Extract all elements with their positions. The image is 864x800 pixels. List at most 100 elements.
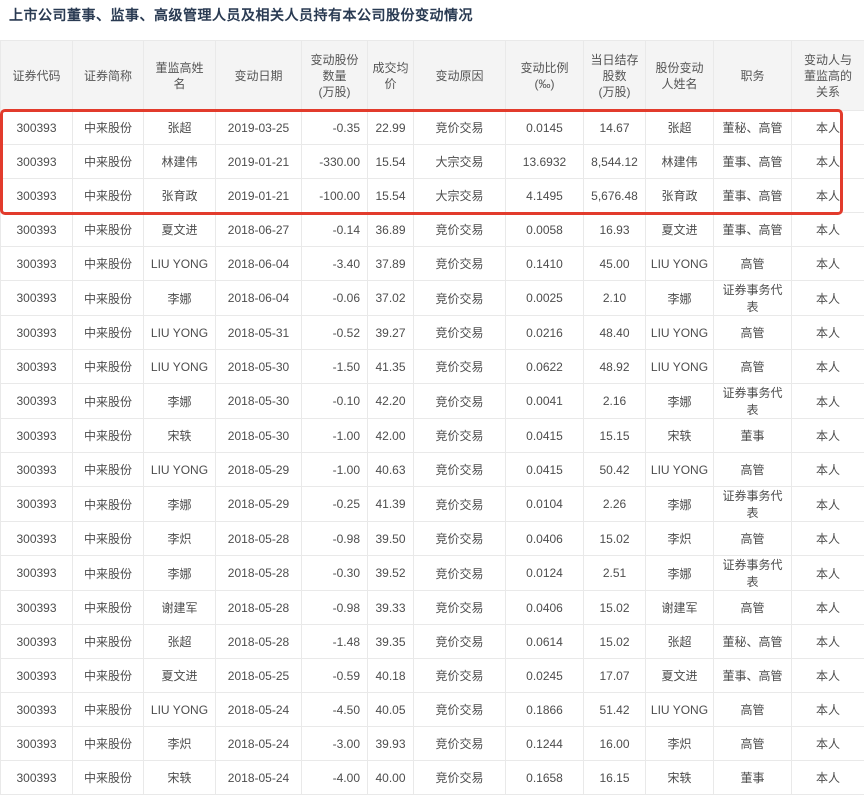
holdings-table-container: 证券代码 证券简称 董监高姓 名变动日期 变动股份 数量 (万股) 成交均 价变动原因变… xyxy=(0,40,864,795)
table-row: 300393 中来股份 李炽 2018-05-28 -0.98 39.50 竞价交易 0.04… xyxy=(0,521,864,556)
cell-changer_name: 夏文进 xyxy=(645,212,714,247)
cell-change_date: 2018-05-30 xyxy=(215,383,302,419)
cell-short_name: 中来股份 xyxy=(72,692,144,727)
cell-position: 董事 xyxy=(713,760,792,795)
cell-insider_name: 李炽 xyxy=(143,521,216,556)
cell-avg_price: 42.20 xyxy=(367,383,414,419)
cell-short_name: 中来股份 xyxy=(72,280,144,316)
cell-change_date: 2018-05-31 xyxy=(215,315,302,350)
cell-position: 董事、高管 xyxy=(713,178,792,213)
cell-change_shares: -0.98 xyxy=(301,521,368,556)
cell-code: 300393 xyxy=(0,383,73,419)
cell-reason: 竞价交易 xyxy=(413,486,506,522)
cell-insider_name: 谢建军 xyxy=(143,590,216,625)
cell-short_name: 中来股份 xyxy=(72,486,144,522)
cell-insider_name: 林建伟 xyxy=(143,144,216,179)
cell-relation: 本人 xyxy=(791,486,864,522)
cell-changer_name: LIU YONG xyxy=(645,315,714,350)
cell-reason: 竞价交易 xyxy=(413,590,506,625)
cell-relation: 本人 xyxy=(791,315,864,350)
cell-code: 300393 xyxy=(0,246,73,281)
cell-remaining_shares: 2.16 xyxy=(583,383,646,419)
cell-changer_name: 张超 xyxy=(645,624,714,659)
cell-change_ratio: 0.0216 xyxy=(505,315,584,350)
cell-change_shares: -330.00 xyxy=(301,144,368,179)
cell-remaining_shares: 51.42 xyxy=(583,692,646,727)
table-row-highlighted: 300393 中来股份 张超 2019-03-25 -0.35 22.99 竞价交易 0.01… xyxy=(0,110,864,145)
column-header-code: 证券代码 xyxy=(0,40,73,111)
cell-change_ratio: 0.0406 xyxy=(505,590,584,625)
cell-relation: 本人 xyxy=(791,418,864,453)
cell-remaining_shares: 17.07 xyxy=(583,658,646,693)
cell-avg_price: 36.89 xyxy=(367,212,414,247)
cell-change_date: 2018-05-25 xyxy=(215,658,302,693)
cell-relation: 本人 xyxy=(791,760,864,795)
cell-relation: 本人 xyxy=(791,144,864,179)
cell-change_ratio: 0.1244 xyxy=(505,726,584,761)
cell-change_ratio: 0.0058 xyxy=(505,212,584,247)
cell-code: 300393 xyxy=(0,349,73,384)
table-row-highlighted: 300393 中来股份 张育政 2019-01-21 -100.00 15.54 大宗交易 4… xyxy=(0,178,864,213)
table-header: 证券代码 证券简称 董监高姓 名变动日期 变动股份 数量 (万股) 成交均 价变动原因变… xyxy=(0,40,864,111)
cell-change_date: 2018-06-04 xyxy=(215,280,302,316)
cell-reason: 大宗交易 xyxy=(413,178,506,213)
cell-change_date: 2018-05-28 xyxy=(215,555,302,591)
cell-change_ratio: 0.1866 xyxy=(505,692,584,727)
cell-avg_price: 39.33 xyxy=(367,590,414,625)
cell-reason: 竞价交易 xyxy=(413,726,506,761)
cell-code: 300393 xyxy=(0,760,73,795)
cell-change_date: 2018-05-24 xyxy=(215,760,302,795)
cell-position: 高管 xyxy=(713,315,792,350)
cell-position: 高管 xyxy=(713,692,792,727)
cell-change_date: 2018-05-28 xyxy=(215,590,302,625)
cell-change_date: 2018-05-29 xyxy=(215,452,302,487)
cell-relation: 本人 xyxy=(791,110,864,145)
column-header-insider_name: 董监高姓 名 xyxy=(143,40,216,111)
cell-insider_name: 张育政 xyxy=(143,178,216,213)
cell-code: 300393 xyxy=(0,692,73,727)
cell-remaining_shares: 5,676.48 xyxy=(583,178,646,213)
cell-insider_name: 张超 xyxy=(143,624,216,659)
cell-changer_name: 谢建军 xyxy=(645,590,714,625)
cell-changer_name: LIU YONG xyxy=(645,246,714,281)
cell-position: 高管 xyxy=(713,590,792,625)
table-body: 300393 中来股份 张超 2019-03-25 -0.35 22.99 竞价交易 0.01… xyxy=(0,110,864,795)
cell-short_name: 中来股份 xyxy=(72,418,144,453)
cell-code: 300393 xyxy=(0,178,73,213)
cell-code: 300393 xyxy=(0,452,73,487)
cell-avg_price: 39.35 xyxy=(367,624,414,659)
cell-code: 300393 xyxy=(0,144,73,179)
cell-code: 300393 xyxy=(0,624,73,659)
cell-change_date: 2018-05-28 xyxy=(215,521,302,556)
table-row: 300393 中来股份 LIU YONG 2018-05-30 -1.50 41.35 竞价… xyxy=(0,349,864,384)
cell-relation: 本人 xyxy=(791,590,864,625)
cell-remaining_shares: 15.02 xyxy=(583,624,646,659)
cell-change_shares: -0.59 xyxy=(301,658,368,693)
cell-reason: 竞价交易 xyxy=(413,110,506,145)
cell-change_shares: -0.10 xyxy=(301,383,368,419)
cell-remaining_shares: 2.10 xyxy=(583,280,646,316)
table-row: 300393 中来股份 夏文进 2018-05-25 -0.59 40.18 竞价交易 0.0… xyxy=(0,658,864,693)
cell-change_shares: -0.98 xyxy=(301,590,368,625)
cell-remaining_shares: 8,544.12 xyxy=(583,144,646,179)
cell-insider_name: 李娜 xyxy=(143,486,216,522)
cell-change_shares: -1.00 xyxy=(301,418,368,453)
cell-insider_name: 李娜 xyxy=(143,280,216,316)
cell-change_ratio: 0.0415 xyxy=(505,452,584,487)
column-header-changer_name: 股份变动 人姓名 xyxy=(645,40,714,111)
cell-avg_price: 15.54 xyxy=(367,178,414,213)
column-header-relation: 变动人与 董监高的 关系 xyxy=(791,40,864,111)
table-row: 300393 中来股份 谢建军 2018-05-28 -0.98 39.33 竞价交易 0.0… xyxy=(0,590,864,625)
cell-avg_price: 37.02 xyxy=(367,280,414,316)
cell-changer_name: LIU YONG xyxy=(645,692,714,727)
cell-reason: 竞价交易 xyxy=(413,452,506,487)
cell-avg_price: 40.63 xyxy=(367,452,414,487)
cell-position: 证券事务代表 xyxy=(713,383,792,419)
table-row: 300393 中来股份 李炽 2018-05-24 -3.00 39.93 竞价交易 0.12… xyxy=(0,726,864,761)
cell-change_date: 2019-01-21 xyxy=(215,178,302,213)
cell-change_date: 2019-03-25 xyxy=(215,110,302,145)
cell-position: 董事、高管 xyxy=(713,212,792,247)
column-header-remaining_shares: 当日结存 股数 (万股) xyxy=(583,40,646,111)
cell-short_name: 中来股份 xyxy=(72,658,144,693)
